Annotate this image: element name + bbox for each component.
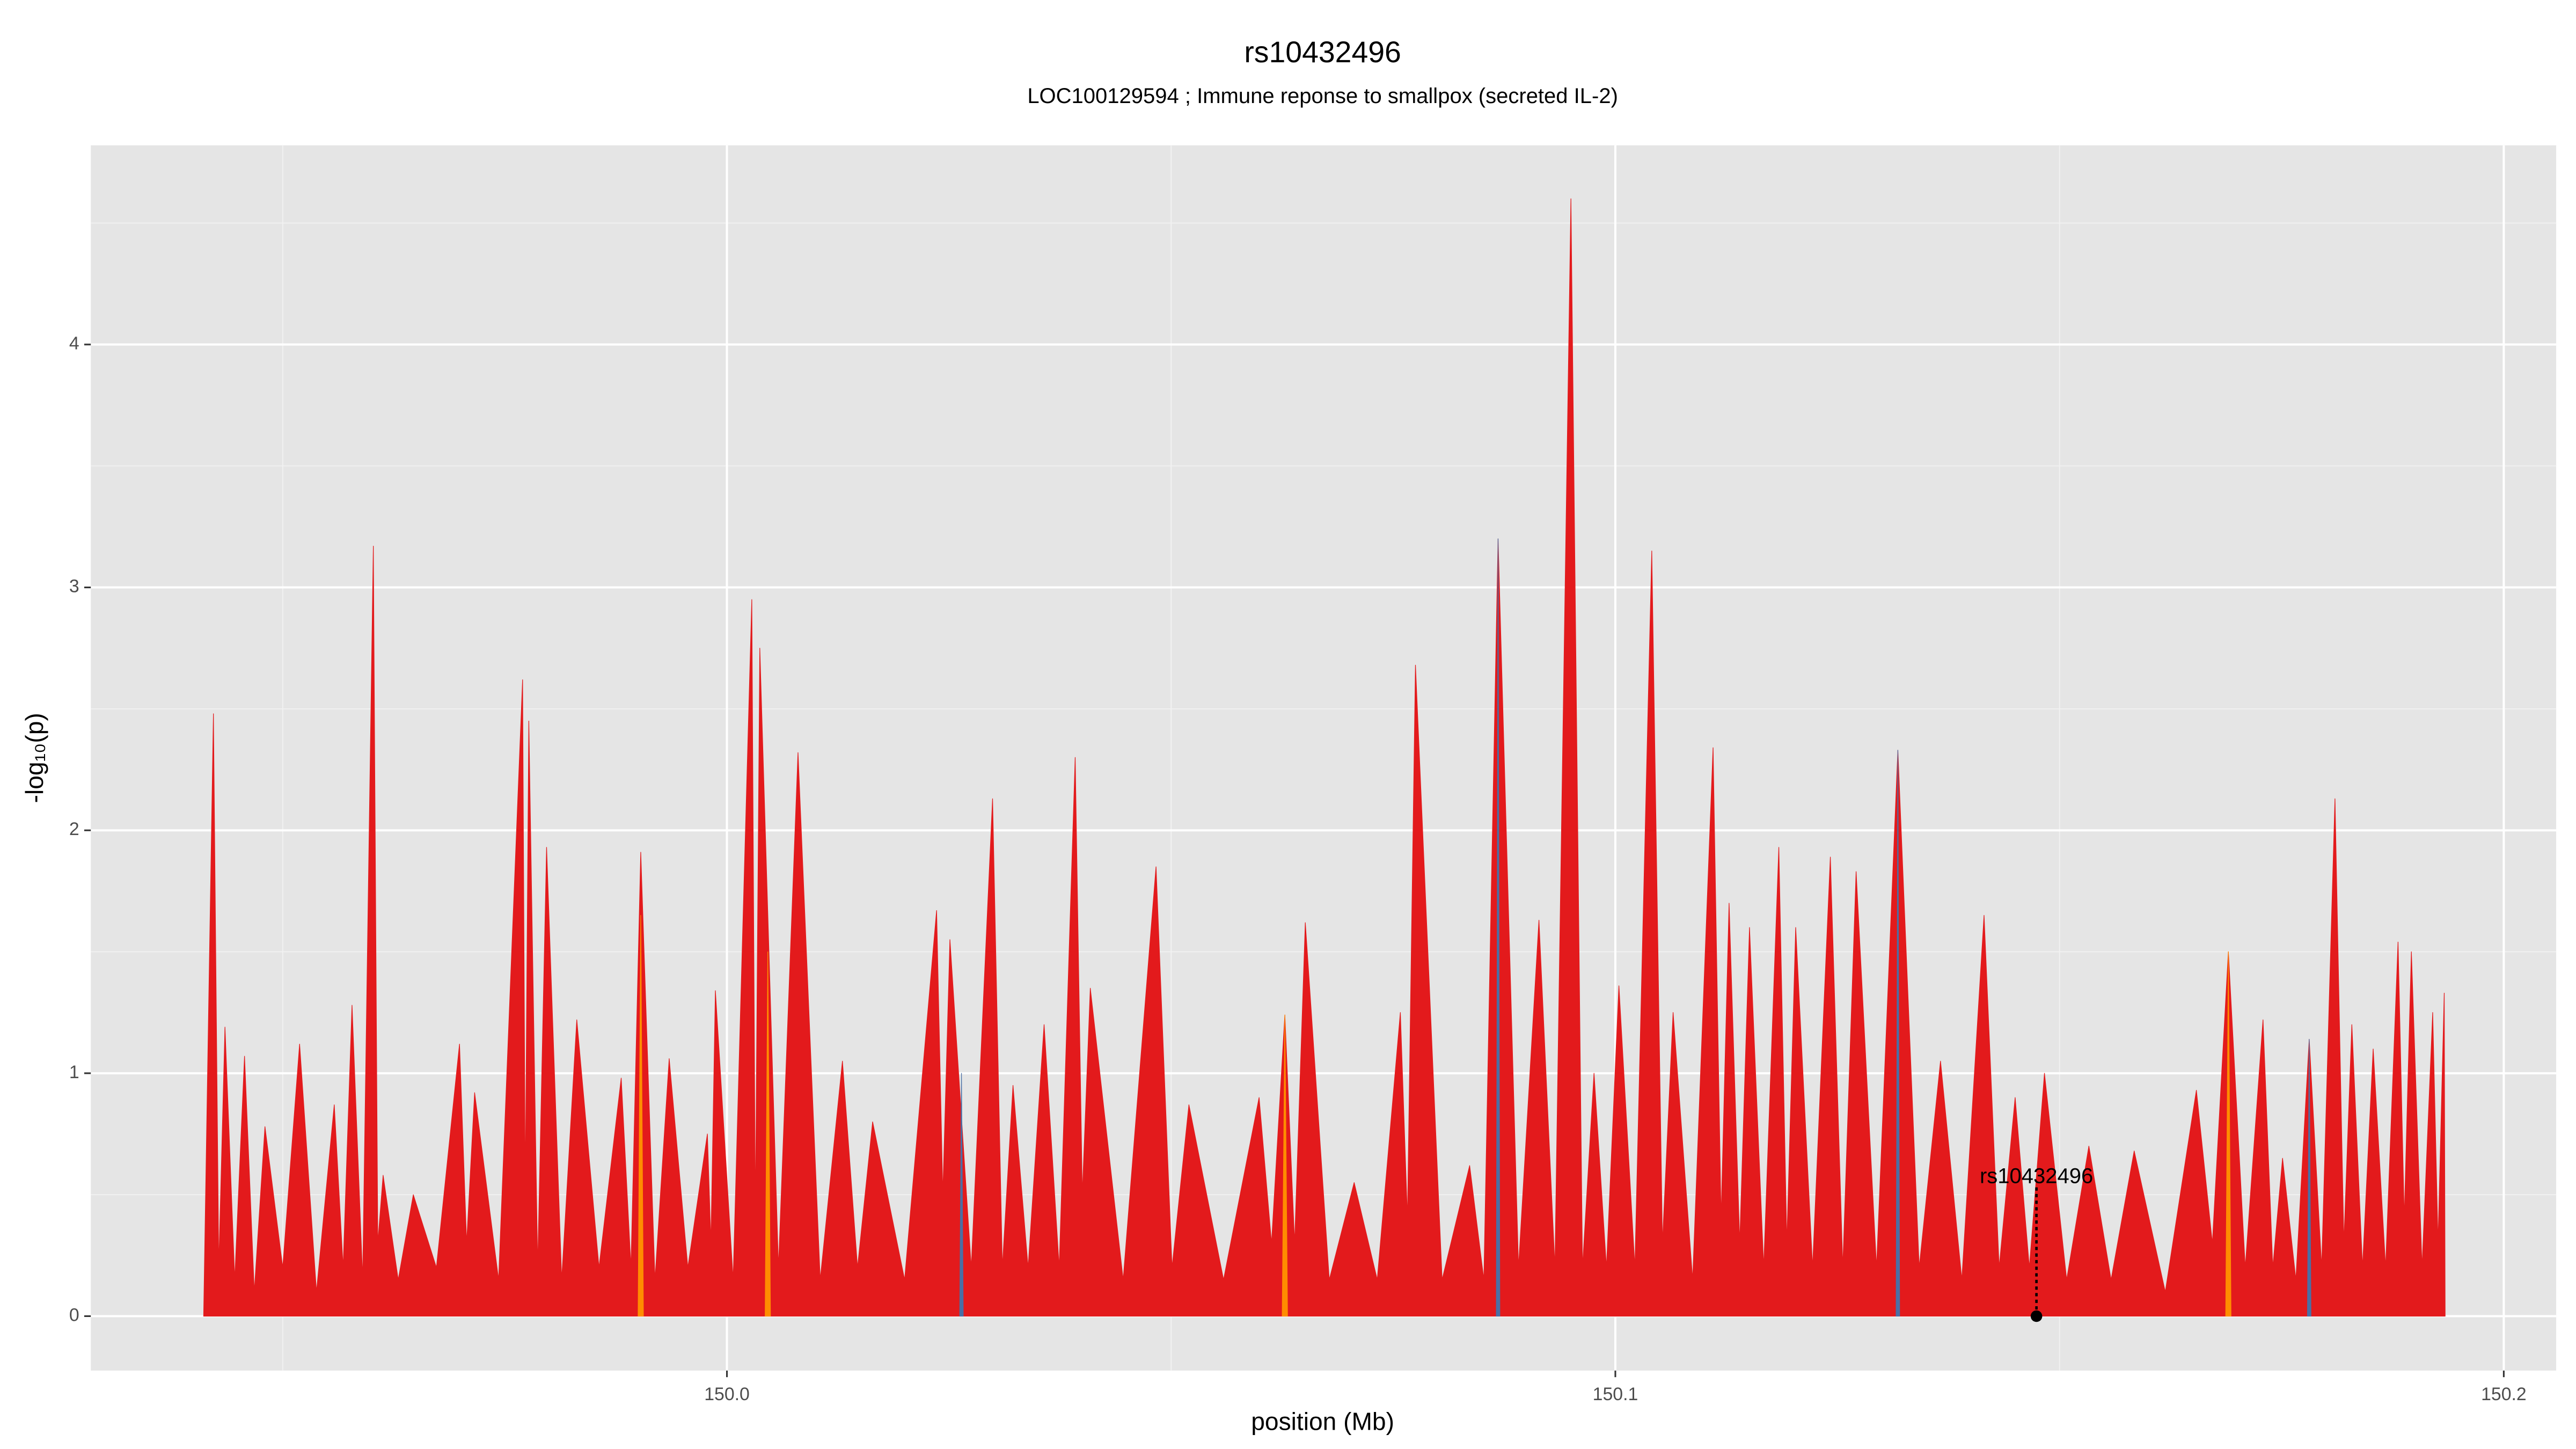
x-tick-label: 150.2	[2481, 1384, 2527, 1404]
panel-background	[91, 145, 2557, 1371]
plot-area: 150.0 150.1 150.2 0 1 2 3 4 rs10432496	[69, 145, 2557, 1404]
annotation-point	[2030, 1310, 2043, 1322]
y-tick-label: 2	[69, 819, 79, 839]
area-series	[203, 198, 2446, 1317]
x-tick-label: 150.0	[704, 1384, 750, 1404]
area-series	[959, 538, 2311, 1317]
area-series	[638, 914, 2231, 1317]
chart-title: rs10432496	[1244, 35, 1401, 69]
y-tick-label: 1	[69, 1062, 79, 1082]
y-tick-label: 0	[69, 1305, 79, 1325]
chart-subtitle: LOC100129594 ; Immune reponse to smallpo…	[1027, 84, 1618, 108]
annotation-label: rs10432496	[1980, 1165, 2093, 1188]
y-axis-label: -log₁₀(p)	[20, 713, 48, 803]
x-tick-label: 150.1	[1593, 1384, 1638, 1404]
y-tick-label: 3	[69, 576, 79, 596]
y-tick-label: 4	[69, 333, 79, 354]
x-axis-label: position (Mb)	[1251, 1407, 1394, 1435]
